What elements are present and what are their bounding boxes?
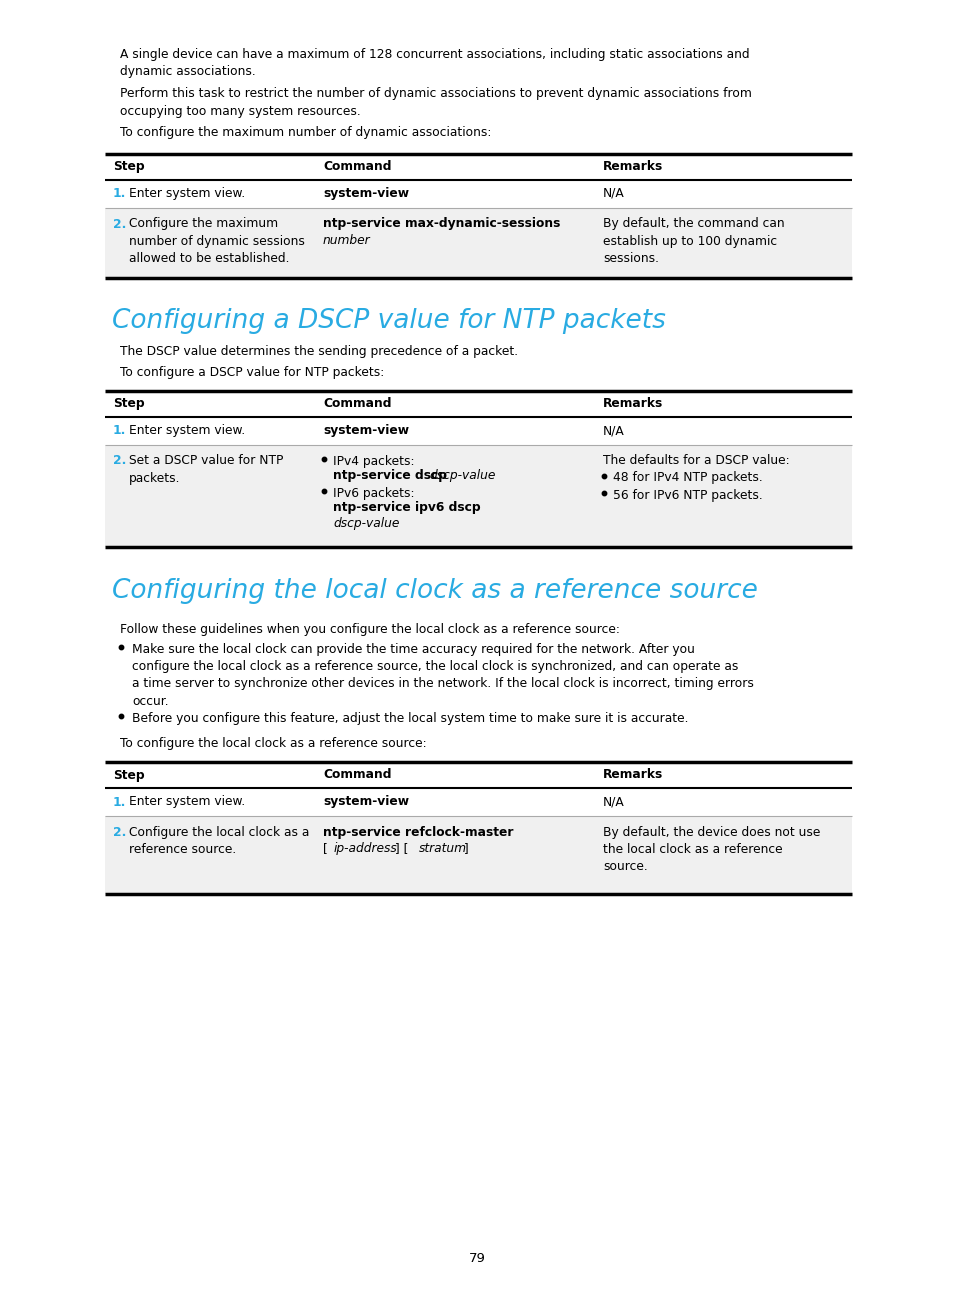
Text: The DSCP value determines the sending precedence of a packet.: The DSCP value determines the sending pr… bbox=[120, 346, 517, 359]
Text: The defaults for a DSCP value:: The defaults for a DSCP value: bbox=[602, 455, 789, 468]
Text: Remarks: Remarks bbox=[602, 159, 662, 172]
Text: 2.: 2. bbox=[112, 218, 126, 231]
Text: N/A: N/A bbox=[602, 187, 624, 200]
Text: Configuring a DSCP value for NTP packets: Configuring a DSCP value for NTP packets bbox=[112, 307, 665, 333]
Bar bbox=[105, 816, 851, 894]
Text: stratum: stratum bbox=[418, 842, 467, 855]
Text: [: [ bbox=[323, 842, 332, 855]
Text: system-view: system-view bbox=[323, 187, 409, 200]
Text: To configure the local clock as a reference source:: To configure the local clock as a refere… bbox=[120, 736, 426, 749]
Text: ntp-service ipv6 dscp: ntp-service ipv6 dscp bbox=[333, 502, 480, 515]
Text: Set a DSCP value for NTP
packets.: Set a DSCP value for NTP packets. bbox=[129, 455, 283, 485]
Text: Command: Command bbox=[323, 769, 391, 781]
Text: number: number bbox=[323, 233, 370, 246]
Text: By default, the device does not use
the local clock as a reference
source.: By default, the device does not use the … bbox=[602, 826, 820, 874]
Text: 56 for IPv6 NTP packets.: 56 for IPv6 NTP packets. bbox=[613, 489, 762, 502]
Text: 48 for IPv4 NTP packets.: 48 for IPv4 NTP packets. bbox=[613, 472, 762, 485]
Text: Command: Command bbox=[323, 159, 391, 172]
Text: 2.: 2. bbox=[112, 455, 126, 468]
Text: Step: Step bbox=[112, 159, 145, 172]
Text: To configure the maximum number of dynamic associations:: To configure the maximum number of dynam… bbox=[120, 126, 491, 139]
Text: ] [: ] [ bbox=[391, 842, 412, 855]
Text: Step: Step bbox=[112, 397, 145, 410]
Text: 1.: 1. bbox=[112, 187, 126, 200]
Text: Remarks: Remarks bbox=[602, 769, 662, 781]
Text: system-view: system-view bbox=[323, 796, 409, 809]
Text: dscp-value: dscp-value bbox=[333, 517, 399, 530]
Text: 1.: 1. bbox=[112, 424, 126, 437]
Text: Configure the local clock as a
reference source.: Configure the local clock as a reference… bbox=[129, 826, 309, 857]
Text: ip-address: ip-address bbox=[334, 842, 397, 855]
Text: N/A: N/A bbox=[602, 796, 624, 809]
Text: Before you configure this feature, adjust the local system time to make sure it : Before you configure this feature, adjus… bbox=[132, 712, 688, 724]
Text: A single device can have a maximum of 128 concurrent associations, including sta: A single device can have a maximum of 12… bbox=[120, 48, 749, 79]
Text: ntp-service refclock-master: ntp-service refclock-master bbox=[323, 826, 513, 839]
Text: Enter system view.: Enter system view. bbox=[129, 187, 245, 200]
Bar bbox=[105, 207, 851, 277]
Text: 1.: 1. bbox=[112, 796, 126, 809]
Text: N/A: N/A bbox=[602, 424, 624, 437]
Text: To configure a DSCP value for NTP packets:: To configure a DSCP value for NTP packet… bbox=[120, 365, 384, 378]
Text: Make sure the local clock can provide the time accuracy required for the network: Make sure the local clock can provide th… bbox=[132, 643, 753, 708]
Text: Enter system view.: Enter system view. bbox=[129, 424, 245, 437]
Text: Configuring the local clock as a reference source: Configuring the local clock as a referen… bbox=[112, 578, 757, 604]
Text: IPv6 packets:: IPv6 packets: bbox=[333, 486, 414, 499]
Text: ]: ] bbox=[459, 842, 468, 855]
Text: ntp-service max-dynamic-sessions: ntp-service max-dynamic-sessions bbox=[323, 218, 559, 231]
Text: dscp-value: dscp-value bbox=[429, 469, 495, 482]
Text: 79: 79 bbox=[468, 1252, 485, 1265]
Text: Enter system view.: Enter system view. bbox=[129, 796, 245, 809]
Text: Command: Command bbox=[323, 397, 391, 410]
Text: Perform this task to restrict the number of dynamic associations to prevent dyna: Perform this task to restrict the number… bbox=[120, 87, 751, 118]
Text: Follow these guidelines when you configure the local clock as a reference source: Follow these guidelines when you configu… bbox=[120, 622, 619, 635]
Text: Remarks: Remarks bbox=[602, 397, 662, 410]
Text: ntp-service dscp: ntp-service dscp bbox=[333, 469, 451, 482]
Text: Step: Step bbox=[112, 769, 145, 781]
Text: system-view: system-view bbox=[323, 424, 409, 437]
Text: By default, the command can
establish up to 100 dynamic
sessions.: By default, the command can establish up… bbox=[602, 218, 783, 264]
Text: IPv4 packets:: IPv4 packets: bbox=[333, 455, 414, 468]
Text: Configure the maximum
number of dynamic sessions
allowed to be established.: Configure the maximum number of dynamic … bbox=[129, 218, 305, 264]
Text: 2.: 2. bbox=[112, 826, 126, 839]
Bar bbox=[105, 445, 851, 547]
